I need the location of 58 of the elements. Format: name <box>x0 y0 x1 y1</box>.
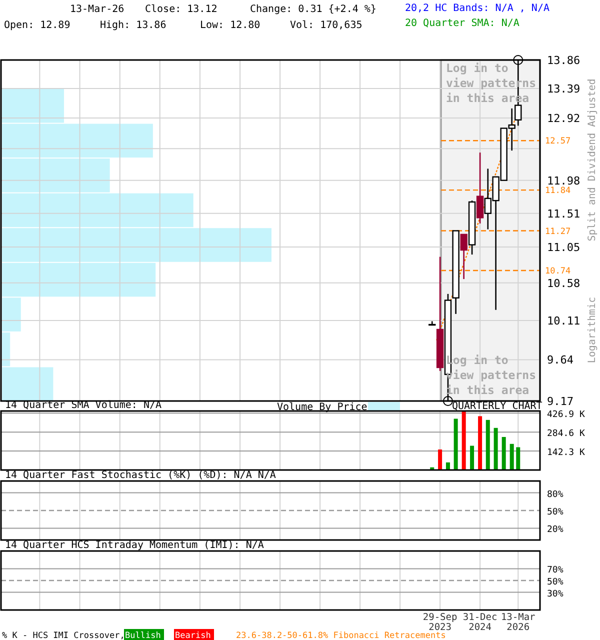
y-tick-label: 12.92 <box>547 112 580 125</box>
bar <box>438 449 442 470</box>
ref-line-label: 10.74 <box>545 266 571 277</box>
bar <box>516 447 520 470</box>
text: 23.6-38.2-50-61.8% Fibonacci Retracements <box>236 631 446 640</box>
text: 13-Mar-26 <box>70 4 124 15</box>
chart-title: 14 Quarter Fast Stochastic (%K) (%D): N/A N/A <box>5 470 276 481</box>
text: Low: 12.80 <box>200 20 260 31</box>
y-tick-label: 13.86 <box>547 54 580 67</box>
text: 20 Quarter SMA: N/A <box>405 18 520 29</box>
y-tick-label: 142.3 K <box>547 448 586 458</box>
y-tick-label: 9.64 <box>547 354 574 367</box>
bar <box>470 446 474 470</box>
text: Change: 0.31 {+2.4 %} <box>250 4 376 15</box>
bar <box>510 444 514 470</box>
bar <box>462 411 466 470</box>
bar <box>478 416 482 470</box>
ref-line-label: 11.84 <box>545 186 571 196</box>
annotation: QUARTERLY CHART <box>452 401 542 412</box>
bar <box>446 462 450 470</box>
bar <box>486 420 490 470</box>
y-tick-label: 10.58 <box>547 276 580 290</box>
y-tick-label: 30% <box>547 589 564 600</box>
text: High: 13.86 <box>100 20 166 31</box>
chart-title: 14 Quarter HCS Intraday Momentum (IMI): N/A <box>5 540 264 551</box>
y-axis-title: Split and Dividend Adjusted <box>587 78 598 242</box>
text: % K - HCS IMI Crossover, <box>2 631 125 640</box>
text: Bearish <box>175 631 211 640</box>
ref-line-label: 12.57 <box>545 136 571 147</box>
ref-line-label: 11.27 <box>545 226 571 237</box>
y-tick-label: 70% <box>547 566 564 576</box>
y-tick-label: 426.9 K <box>547 410 586 420</box>
bar <box>502 436 506 470</box>
y-tick-label: 20% <box>547 525 564 536</box>
text: Close: 13.12 <box>145 4 218 15</box>
x-tick-label: 13-Mar 2026 <box>500 612 536 633</box>
text: 20,2 HC Bands: N/A , N/A <box>405 3 550 14</box>
y-tick-label: 50% <box>547 508 564 518</box>
y-tick-label: 13.39 <box>547 82 580 96</box>
legend-label: Volume By Price <box>277 402 368 413</box>
text: Bullish <box>125 631 161 640</box>
text: Logarithmic <box>587 296 598 364</box>
y-tick-label: 10.11 <box>547 314 580 328</box>
bar <box>494 428 498 470</box>
candlestick <box>476 152 484 224</box>
y-tick-label: 9.17 <box>547 395 574 408</box>
y-tick-label: 284.6 K <box>547 429 586 440</box>
x-tick-label: 31-Dec 2024 <box>462 612 498 633</box>
bar <box>454 418 458 470</box>
y-tick-label: 11.98 <box>547 174 580 188</box>
x-tick-label: 29-Sep 2023 <box>422 612 458 633</box>
candlestick <box>460 234 468 280</box>
text: Open: 12.89 <box>4 20 70 31</box>
y-tick-label: 80% <box>547 490 564 500</box>
y-tick-label: 11.05 <box>547 241 580 254</box>
y-tick-label: 50% <box>547 578 564 588</box>
text: Vol: 170,635 <box>290 20 362 31</box>
y-tick-label: 11.51 <box>547 207 580 220</box>
